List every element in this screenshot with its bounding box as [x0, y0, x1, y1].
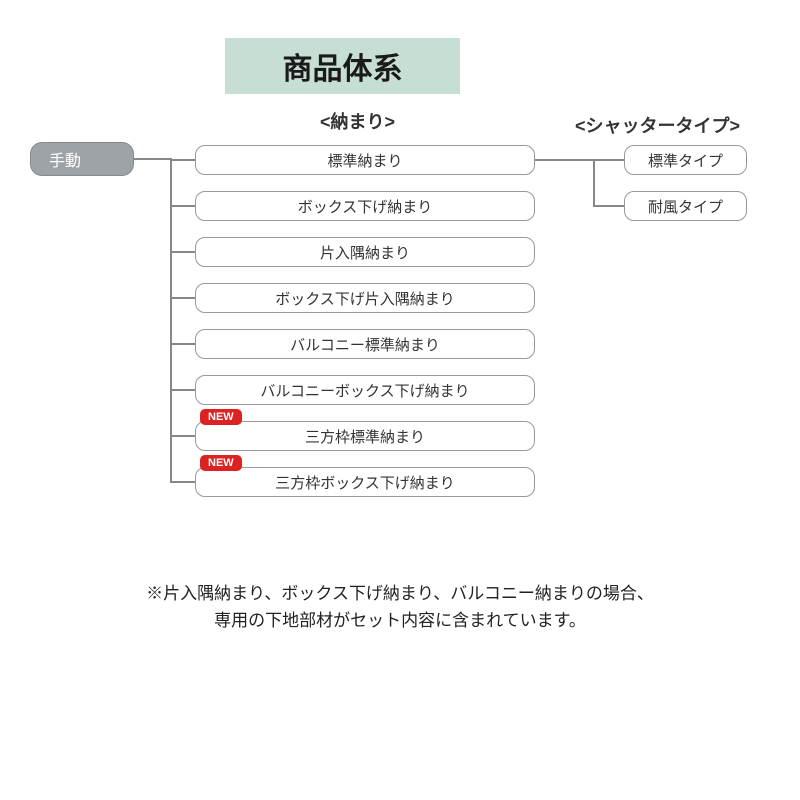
- middle-node: 三方枠標準納まり: [195, 421, 535, 451]
- footnote-line: 専用の下地部材がセット内容に含まれています。: [0, 607, 800, 634]
- footnote-line: ※片入隅納まり、ボックス下げ納まり、バルコニー納まりの場合、: [0, 580, 800, 607]
- middle-node: 三方枠ボックス下げ納まり: [195, 467, 535, 497]
- middle-node: 片入隅納まり: [195, 237, 535, 267]
- middle-node: バルコニー標準納まり: [195, 329, 535, 359]
- connector: [170, 481, 195, 483]
- connector: [170, 389, 195, 391]
- middle-node: バルコニーボックス下げ納まり: [195, 375, 535, 405]
- connector: [170, 251, 195, 253]
- connector: [593, 205, 624, 207]
- connector: [170, 205, 195, 207]
- right-node: 標準タイプ: [624, 145, 747, 175]
- right-node: 耐風タイプ: [624, 191, 747, 221]
- middle-node: ボックス下げ納まり: [195, 191, 535, 221]
- page-title: 商品体系: [225, 38, 460, 94]
- header-right: <シャッタータイプ>: [575, 112, 740, 138]
- header-middle: <納まり>: [320, 108, 395, 134]
- connector: [170, 297, 195, 299]
- connector: [170, 343, 195, 345]
- middle-node: ボックス下げ片入隅納まり: [195, 283, 535, 313]
- connector: [134, 158, 170, 160]
- new-badge: NEW: [200, 409, 242, 425]
- connector: [535, 159, 593, 161]
- middle-node: 標準納まり: [195, 145, 535, 175]
- connector: [170, 435, 195, 437]
- footnote: ※片入隅納まり、ボックス下げ納まり、バルコニー納まりの場合、 専用の下地部材がセ…: [0, 580, 800, 634]
- connector: [593, 159, 595, 207]
- new-badge: NEW: [200, 455, 242, 471]
- root-node: 手動: [30, 142, 134, 176]
- connector: [593, 159, 624, 161]
- connector: [170, 159, 195, 161]
